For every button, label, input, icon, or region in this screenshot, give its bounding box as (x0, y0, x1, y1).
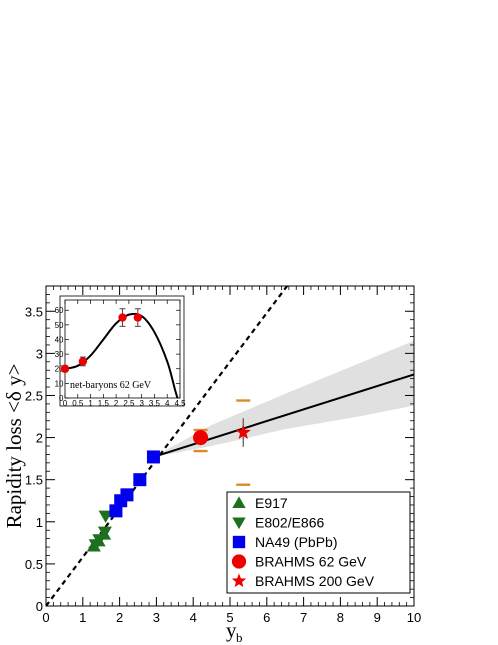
data-points-layer (86, 399, 251, 552)
inset-data-point-0 (60, 364, 70, 373)
inset-y-tick-label: 0 (59, 394, 64, 403)
inset-data-point-3 (133, 313, 143, 322)
data-point-3-0 (193, 430, 209, 446)
legend: E917 E802/E866 NA49 (PbPb) BRAHMS 62 GeV BRA… (226, 491, 411, 594)
x-tick-label: 9 (374, 610, 381, 625)
x-tick-label: 2 (116, 610, 123, 625)
legend-marker-4 (231, 573, 247, 588)
inset-x-tick-label: 2 (114, 399, 119, 408)
inset-x-tick-label: 1.5 (98, 399, 110, 408)
data-point-2-2 (120, 488, 134, 502)
legend-marker-0 (232, 496, 246, 508)
inset-y-tick-label: 40 (55, 335, 64, 344)
y-tick-label: 1 (36, 515, 43, 530)
data-point-2-3 (133, 473, 147, 487)
inset-y-tick-label: 20 (55, 365, 64, 374)
legend-marker-1 (232, 517, 246, 530)
legend-entry-label: E917 (255, 495, 288, 511)
x-tick-label: 5 (226, 610, 233, 625)
data-point-1-2 (97, 526, 112, 539)
x-tick-label: 7 (300, 610, 307, 625)
data-point-2-4 (146, 450, 160, 464)
legend-box (226, 491, 411, 594)
legend-entry-label: E802/E866 (255, 515, 324, 531)
inset-y-tick-label: 10 (55, 379, 64, 388)
inset-label: net-baryons 62 GeV (70, 380, 152, 391)
inset-data-point-2 (118, 313, 127, 322)
legend-entry-label: NA49 (PbPb) (255, 534, 337, 550)
inset-x-tick-label: 4 (165, 399, 170, 408)
inset-plot: 0 0.5 1 1.5 2 2.5 3 3.5 4 4.5 0 10 20 30 40 50 60 net-ba… (55, 295, 186, 408)
legend-entry-label: BRAHMS 62 GeV (255, 554, 367, 570)
uncertainty-band (153, 340, 414, 457)
inset-points-layer (60, 308, 143, 373)
inset-x-tick-label: 0.5 (72, 399, 84, 408)
y-tick-label: 2 (36, 431, 43, 446)
data-point-1-1 (92, 534, 107, 547)
inset-x-tick-label: 2.5 (123, 399, 135, 408)
y-tick-label: 0.5 (25, 557, 43, 572)
x-tick-label: 6 (263, 610, 270, 625)
y-tick-label: 0 (36, 599, 43, 614)
x-tick-label: 0 (42, 610, 49, 625)
uncertainty-band-layer (153, 340, 414, 457)
data-point-1-3 (98, 510, 113, 523)
inset-x-tick-label: 0 (63, 399, 68, 408)
inset-fit-curve (65, 312, 179, 398)
y-tick-label: 2.5 (25, 388, 43, 403)
inset-x-tick-label: 4.5 (174, 399, 186, 408)
x-tick-label: 3 (153, 610, 160, 625)
inset-frame (64, 299, 181, 399)
x-tick-label: 8 (337, 610, 344, 625)
inset-x-tick-label: 3.5 (149, 399, 161, 408)
inset-y-tick-label: 60 (55, 306, 64, 315)
inset-curve-layer (65, 312, 179, 398)
legend-entry-label: BRAHMS 200 GeV (255, 573, 375, 589)
inset-y-tick-label: 50 (55, 321, 64, 330)
x-tick-label: 1 (79, 610, 86, 625)
data-point-4-0 (235, 424, 251, 439)
inset-x-tick-label: 1 (88, 399, 93, 408)
inset-data-point-1 (78, 357, 88, 366)
y-tick-label: 3.5 (25, 304, 43, 319)
legend-marker-3 (231, 554, 247, 569)
dashed-line (46, 286, 289, 606)
x-tick-label: 4 (190, 610, 197, 625)
x-tick-label: 10 (407, 610, 421, 625)
data-point-2-0 (109, 504, 123, 518)
x-axis-title-subscript: b (236, 630, 243, 645)
legend-marker-2 (232, 535, 246, 549)
y-axis-title: Rapidity loss <δ y> (2, 364, 26, 529)
inset-x-tick-label: 3 (139, 399, 144, 408)
y-tick-label: 1.5 (25, 473, 43, 488)
y-tick-label: 3 (36, 346, 43, 361)
fit-line (153, 373, 414, 458)
x-axis-title: y (226, 618, 237, 642)
inset-y-tick-label: 30 (55, 350, 64, 359)
